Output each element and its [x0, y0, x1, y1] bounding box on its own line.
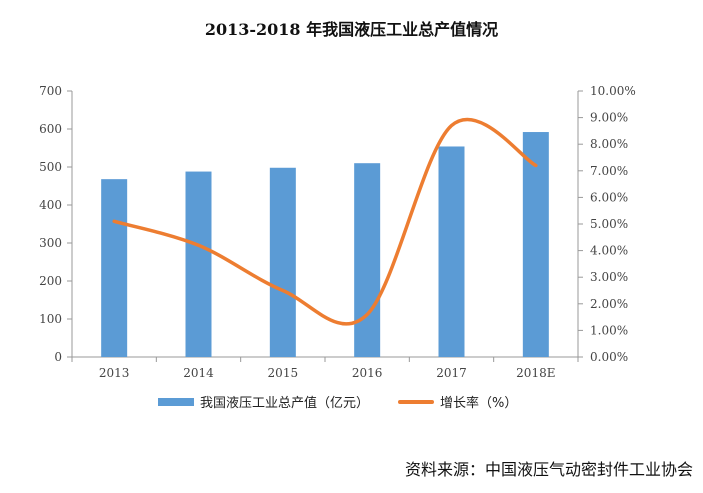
y-left-tick-label: 500 [39, 160, 62, 174]
y-right-tick-label: 9.00% [590, 111, 628, 125]
bar [101, 179, 128, 357]
y-left-tick-label: 400 [39, 198, 62, 212]
bar [522, 132, 549, 357]
y-right-tick-label: 8.00% [590, 137, 628, 151]
bar [185, 171, 212, 357]
bar [269, 167, 296, 357]
y-right-tick-label: 6.00% [590, 190, 628, 204]
legend-item-line: 增长率（%） [398, 392, 517, 411]
y-right-tick-label: 0.00% [590, 350, 628, 364]
y-left-tick-label: 700 [39, 84, 62, 98]
y-left-tick-label: 0 [54, 350, 62, 364]
y-right-tick-label: 10.00% [590, 84, 636, 98]
legend: 我国液压工业总产值（亿元） 增长率（%） [0, 392, 703, 412]
x-tick-label: 2017 [436, 366, 467, 380]
legend-swatch-bar [158, 397, 194, 406]
x-tick-label: 2014 [183, 366, 214, 380]
x-tick-label: 2013 [99, 366, 130, 380]
y-right-tick-label: 3.00% [590, 270, 628, 284]
y-left-tick-label: 200 [39, 274, 62, 288]
growth-rate-line [112, 117, 538, 326]
source-note: 资料来源：中国液压气动密封件工业协会 [404, 460, 693, 479]
y-right-tick-label: 7.00% [590, 164, 628, 178]
y-right-tick-label: 4.00% [590, 244, 628, 258]
legend-item-bar: 我国液压工业总产值（亿元） [158, 392, 369, 411]
bar [354, 163, 381, 357]
y-right-tick-label: 2.00% [590, 297, 628, 311]
y-left-tick-label: 600 [39, 122, 62, 136]
chart-title: 2013-2018 年我国液压工业总产值情况 [204, 20, 499, 39]
x-tick-label: 2016 [352, 366, 383, 380]
y-left-tick-label: 100 [39, 312, 62, 326]
y-right-tick-label: 1.00% [590, 323, 628, 337]
y-right-tick-label: 5.00% [590, 217, 628, 231]
legend-label-line: 增长率（%） [440, 396, 518, 411]
bar [438, 146, 465, 357]
legend-swatch-line [398, 399, 434, 404]
y-left-tick-label: 300 [39, 236, 62, 250]
legend-label-bar: 我国液压工业总产值（亿元） [200, 396, 370, 411]
x-tick-label: 2015 [268, 366, 299, 380]
x-tick-label: 2018E [516, 366, 555, 380]
